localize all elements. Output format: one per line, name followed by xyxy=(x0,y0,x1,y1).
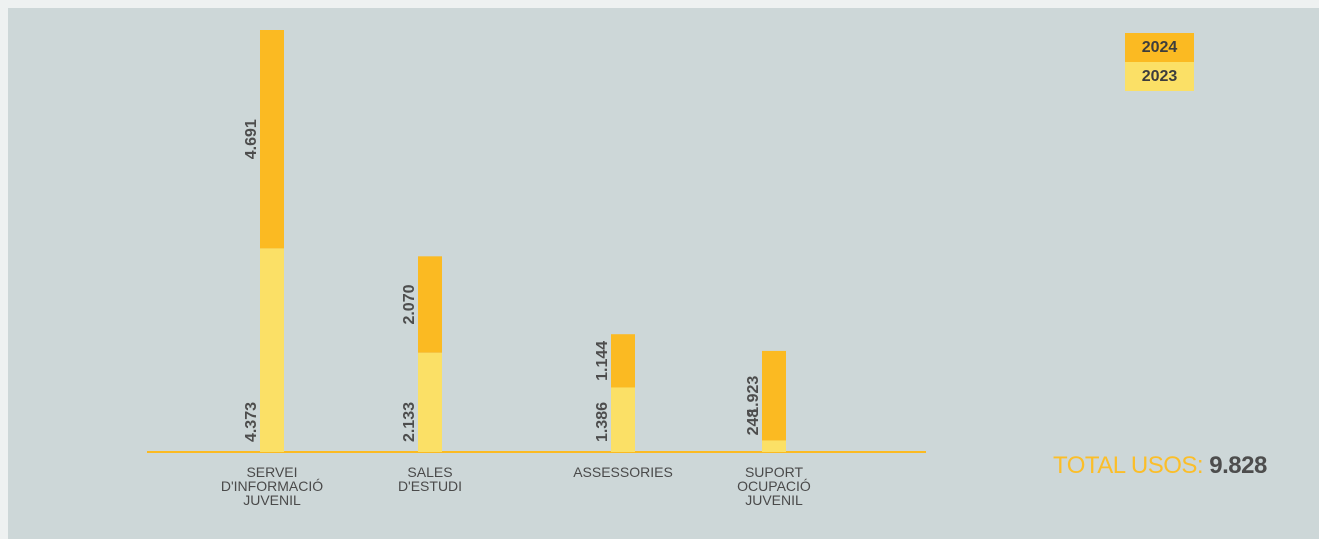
bar-2024-1 xyxy=(418,256,442,353)
category-label-3: JUVENIL xyxy=(745,492,803,508)
category-label-3: SUPORT xyxy=(745,464,804,480)
bar-2024-3 xyxy=(762,350,786,441)
value-label-2023-1: 2.133 xyxy=(401,402,418,442)
bar-2024-2 xyxy=(611,334,635,388)
total-value: 9.828 xyxy=(1209,452,1267,479)
legend-item-2023: 2023 xyxy=(1125,62,1194,91)
category-label-1: D'ESTUDI xyxy=(398,478,462,494)
stacked-bar-chart: 4.3734.691SERVEID'INFORMACIÓJUVENIL2.133… xyxy=(147,30,926,508)
value-label-2024-2: 1.144 xyxy=(594,341,611,381)
chart-panel: 4.373 4.691 SERVEI D'INFORMACIÓ JUVENIL 2.133… xyxy=(8,8,1319,539)
bar-2023-0 xyxy=(260,248,284,452)
value-label-2023-3: 248 xyxy=(745,409,762,436)
bar-2023-3 xyxy=(762,440,786,452)
bar-2023-1 xyxy=(418,352,442,452)
bar-2023-2 xyxy=(611,387,635,452)
category-label-2: ASSESSORIES xyxy=(573,464,673,480)
category-label-0: SERVEI xyxy=(246,464,297,480)
legend-item-2024: 2024 xyxy=(1125,33,1194,62)
value-label-2024-1: 2.070 xyxy=(401,284,418,324)
value-label-2024-0: 4.691 xyxy=(243,119,260,159)
legend: 2024 2023 xyxy=(1125,33,1194,91)
total-usos: TOTAL USOS: 9.828 xyxy=(1053,452,1267,480)
value-label-2024-3: 1.923 xyxy=(745,376,762,416)
category-label-0: D'INFORMACIÓ xyxy=(221,478,323,494)
total-label: TOTAL USOS: xyxy=(1053,452,1204,479)
value-label-2023-0: 4.373 xyxy=(243,402,260,442)
bar-2024-0 xyxy=(260,30,284,249)
category-label-0: JUVENIL xyxy=(243,492,301,508)
category-label-1: SALES xyxy=(407,464,452,480)
value-label-2023-2: 1.386 xyxy=(594,402,611,442)
category-label-3: OCUPACIÓ xyxy=(737,478,811,494)
